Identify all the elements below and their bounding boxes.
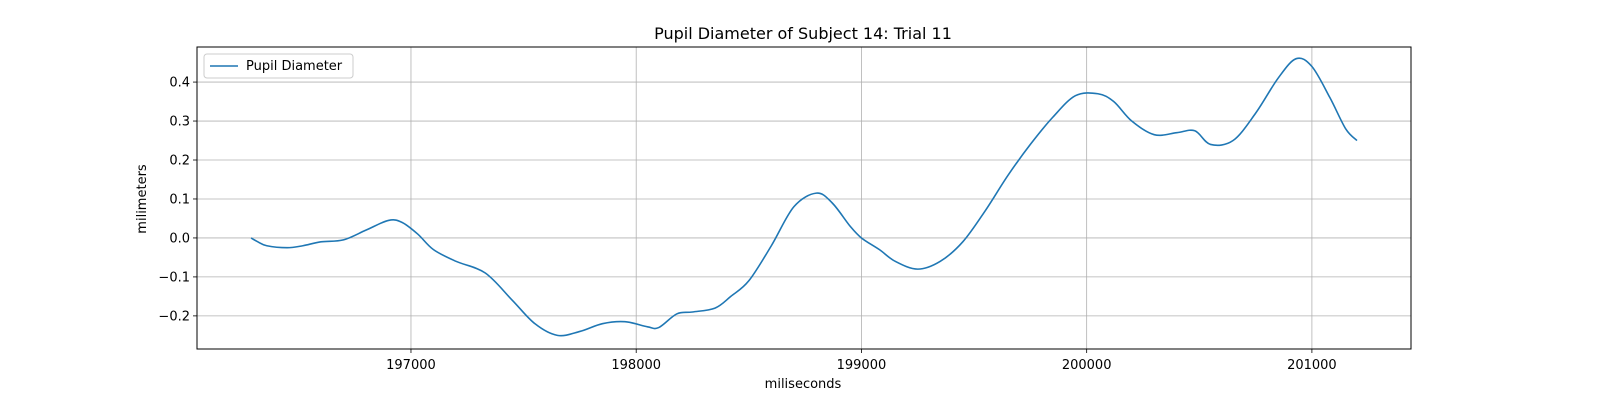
y-axis-label: milimeters <box>135 164 150 234</box>
series-line-layer <box>250 57 1358 337</box>
y-tick-label: 0.0 <box>169 231 190 246</box>
y-tick-label: 0.1 <box>169 192 190 207</box>
y-tick-label: 0.2 <box>169 154 190 169</box>
x-axis-label: miliseconds <box>765 377 842 392</box>
grid <box>197 47 1411 349</box>
y-tick-label: −0.1 <box>158 270 190 285</box>
x-tick-label: 197000 <box>386 358 436 373</box>
x-tick-label: 198000 <box>611 358 661 373</box>
x-tick-label: 199000 <box>837 358 887 373</box>
legend: Pupil Diameter <box>203 53 354 79</box>
legend-label: Pupil Diameter <box>246 59 343 74</box>
ticks: 197000 198000 199000 200000 201000 −0.2 −0.1 0.… <box>158 76 1336 373</box>
plot-frame <box>196 46 1412 350</box>
chart-title: Pupil Diameter of Subject 14: Trial 11 <box>654 24 952 43</box>
y-tick-label: 0.4 <box>169 76 190 91</box>
y-tick-label: 0.3 <box>169 115 190 130</box>
x-tick-label: 201000 <box>1287 358 1337 373</box>
legend-box <box>203 53 354 79</box>
series-line-pupil-diameter <box>250 57 1358 337</box>
y-tick-label: −0.2 <box>158 309 190 324</box>
x-tick-label: 200000 <box>1062 358 1112 373</box>
